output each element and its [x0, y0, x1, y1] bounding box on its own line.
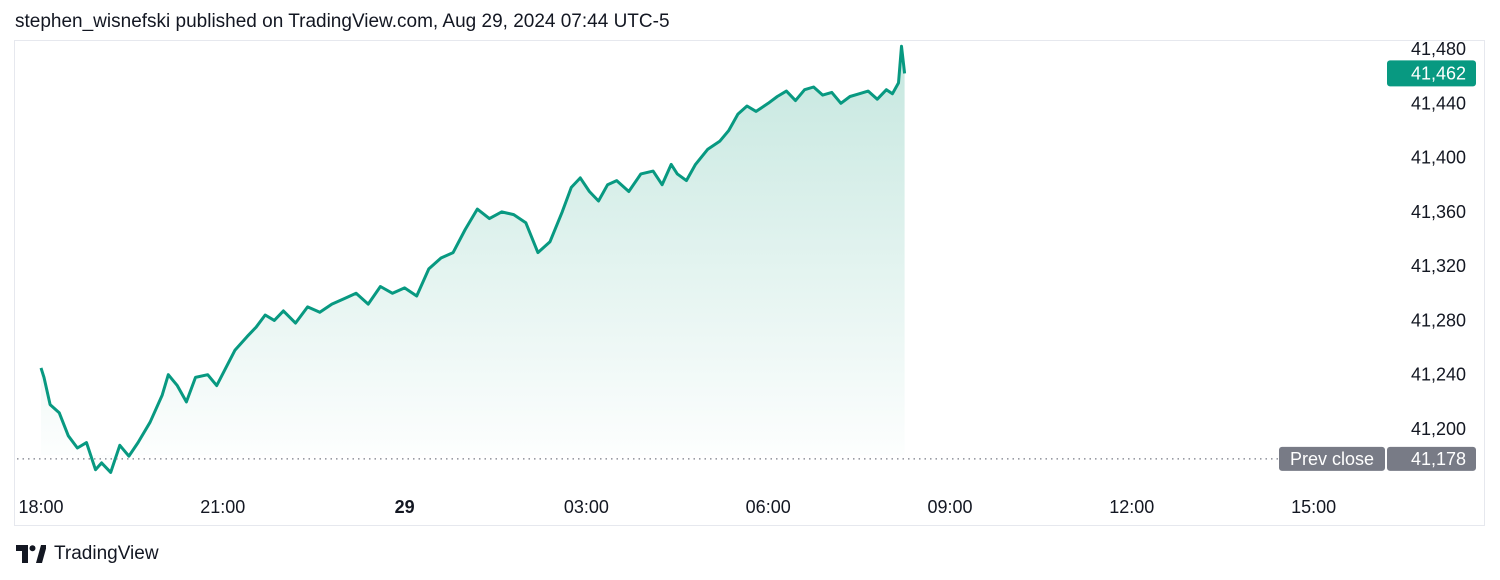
y-tick-label: 41,440: [1411, 93, 1466, 113]
x-tick-label: 15:00: [1291, 497, 1336, 517]
x-tick-label: 21:00: [200, 497, 245, 517]
tradingview-logo-icon[interactable]: [16, 545, 46, 563]
prev-close-value: 41,178: [1411, 449, 1466, 469]
x-tick-label: 29: [395, 497, 415, 517]
publisher-info: stephen_wisnefski published on TradingVi…: [15, 11, 670, 32]
prev-close-title-badge: [1279, 446, 1385, 471]
last-price-label: 41,462: [1411, 63, 1466, 83]
x-tick-label: 18:00: [18, 497, 63, 517]
y-tick-label: 41,280: [1411, 310, 1466, 330]
footer: TradingView: [16, 541, 159, 567]
y-tick-label: 41,200: [1411, 419, 1466, 439]
price-area: [41, 46, 905, 473]
last-price-badge: [1387, 60, 1476, 87]
y-tick-label: 41,240: [1411, 365, 1466, 385]
x-tick-label: 09:00: [927, 497, 972, 517]
price-chart[interactable]: 41,480 41,440 41,400 41,360 41,320 41,280 41,2…: [0, 0, 1500, 530]
y-tick-label: 41,360: [1411, 202, 1466, 222]
prev-close-title: Prev close: [1290, 449, 1374, 469]
price-line[interactable]: [39, 44, 907, 474]
chart-frame: [14, 40, 1485, 526]
x-tick-label: 06:00: [746, 497, 791, 517]
y-tick-label: 41,320: [1411, 256, 1466, 276]
prev-close-value-badge: [1387, 446, 1476, 471]
x-tick-label: 12:00: [1109, 497, 1154, 517]
y-tick-label: 41,480: [1411, 39, 1466, 59]
x-tick-label: 03:00: [564, 497, 609, 517]
footer-brand[interactable]: TradingView: [54, 543, 159, 564]
y-tick-label: 41,400: [1411, 148, 1466, 168]
